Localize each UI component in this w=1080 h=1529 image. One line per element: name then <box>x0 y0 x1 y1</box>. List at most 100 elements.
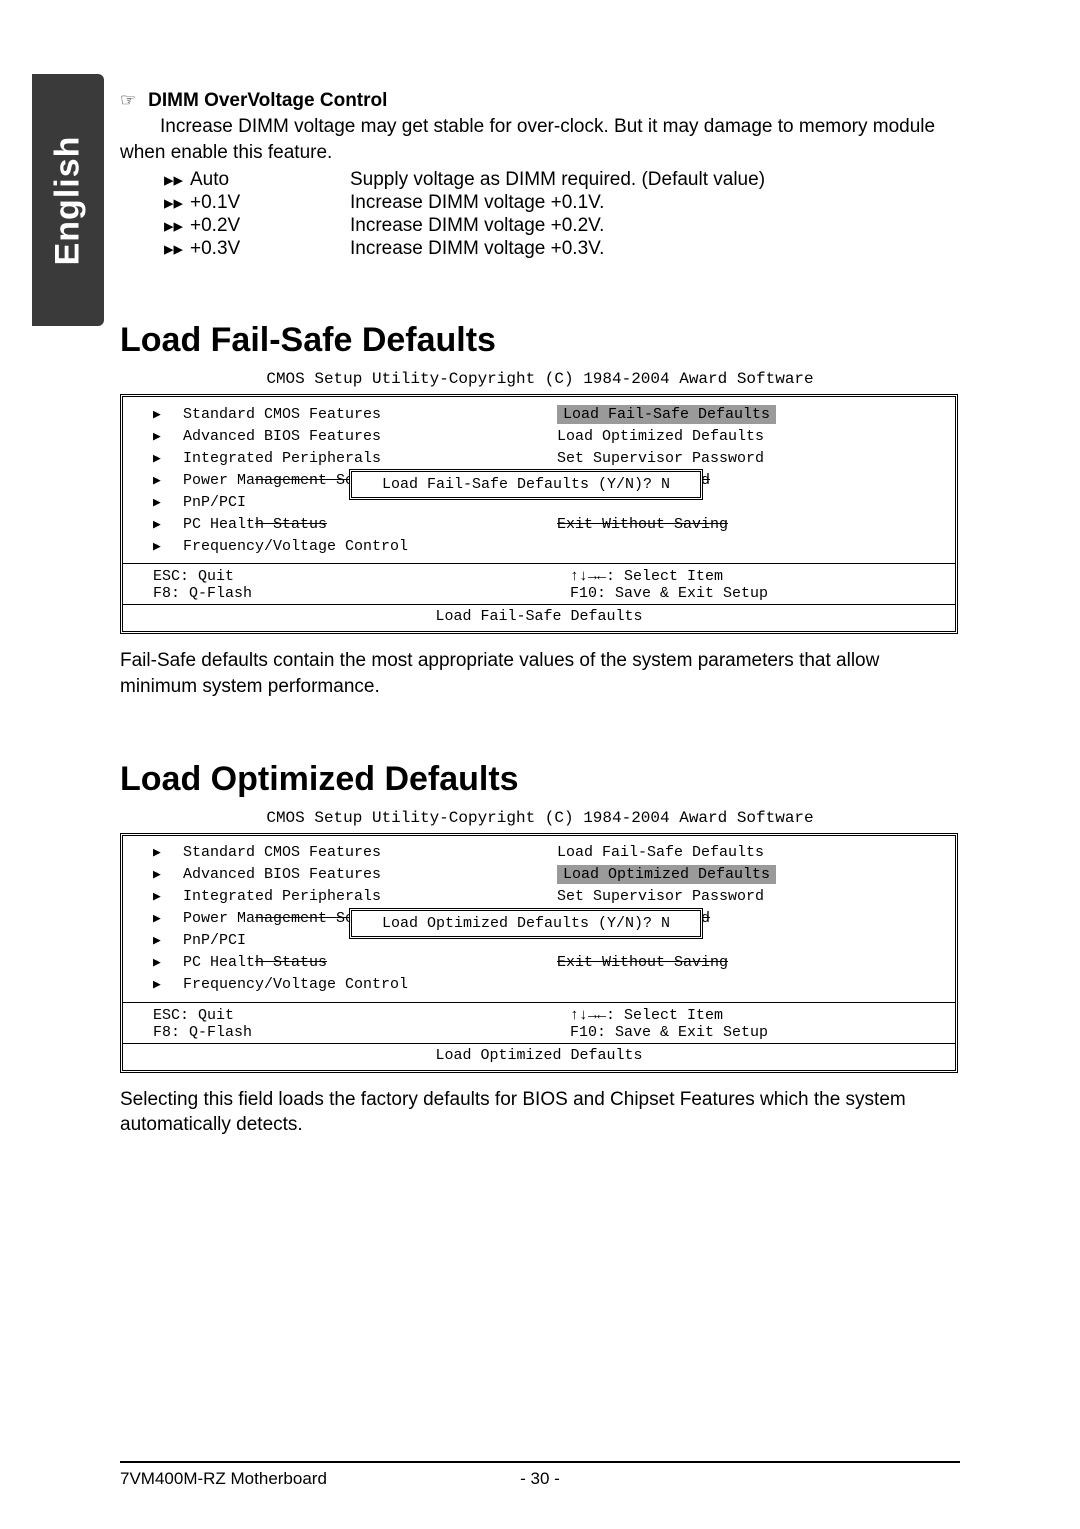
bios-key-arrows: ↑↓→←: Select Item <box>570 1007 955 1024</box>
triangle-icon: ▶ <box>153 517 183 532</box>
option-key: +0.3V <box>190 238 350 261</box>
bios-help-1: Load Fail-Safe Defaults <box>123 605 955 631</box>
dialog-text: Load Optimized Defaults (Y/N)? N <box>382 915 670 932</box>
bios-item[interactable]: ▶Integrated Peripherals <box>153 886 539 908</box>
section1-body: Fail-Safe defaults contain the most appr… <box>120 648 960 699</box>
bios-item[interactable]: ▶Frequency/Voltage Control <box>153 535 539 557</box>
bios-item[interactable]: ▶Advanced BIOS Features <box>153 864 539 886</box>
bios-key-f8: F8: Q-Flash <box>153 1024 570 1041</box>
bios-item[interactable]: Load Fail-Safe Defaults <box>557 842 955 864</box>
bios-key-arrows: ↑↓→←: Select Item <box>570 568 955 585</box>
bios-item[interactable]: Set Supervisor Password <box>557 886 955 908</box>
language-label: English <box>49 135 88 265</box>
dimm-heading: ☞ DIMM OverVoltage Control <box>120 90 960 112</box>
bios-item-label: Load Fail-Safe Defaults <box>557 844 764 861</box>
option-key: +0.1V <box>190 192 350 215</box>
triangle-icon: ▶ <box>153 451 183 466</box>
bios-help-2: Load Optimized Defaults <box>123 1044 955 1070</box>
triangle-icon: ▶ <box>153 867 183 882</box>
option-marker-icon: ▸▸ <box>164 192 190 215</box>
footer-right <box>580 1469 960 1489</box>
dialog-text: Load Fail-Safe Defaults (Y/N)? N <box>382 476 670 493</box>
bios-item[interactable]: Exit Without Saving <box>557 513 955 535</box>
bios-item-label: Standard CMOS Features <box>183 844 381 861</box>
triangle-icon: ▶ <box>153 889 183 904</box>
bios-item[interactable]: Exit Without Saving <box>557 952 955 974</box>
triangle-icon: ▶ <box>153 473 183 488</box>
dimm-para1: Increase DIMM voltage may get stable for… <box>120 114 960 140</box>
bios-item-label: Exit Without Saving <box>557 954 728 971</box>
bios-item-label: Frequency/Voltage Control <box>183 976 408 993</box>
bios-screen-2: ▶Standard CMOS Features ▶Advanced BIOS F… <box>120 833 958 1073</box>
bios-key-col: ESC: Quit F8: Q-Flash <box>153 568 570 602</box>
triangle-icon: ▶ <box>153 495 183 510</box>
bios-footer-keys: ESC: Quit F8: Q-Flash ↑↓→←: Select Item … <box>123 1003 955 1044</box>
triangle-icon: ▶ <box>153 429 183 444</box>
option-marker-icon: ▸▸ <box>164 169 190 192</box>
content-area: ☞ DIMM OverVoltage Control Increase DIMM… <box>120 90 960 1138</box>
triangle-icon: ▶ <box>153 977 183 992</box>
bios-item-label: PnP/PCI <box>183 932 246 949</box>
section2-body: Selecting this field loads the factory d… <box>120 1087 960 1138</box>
bios-item-label: Standard CMOS Features <box>183 406 381 423</box>
bios-item-label: PnP/PCI <box>183 494 246 511</box>
triangle-icon: ▶ <box>153 955 183 970</box>
dimm-para2: when enable this feature. <box>120 140 960 166</box>
bios-item[interactable]: ▶PC Health Status <box>153 952 539 974</box>
triangle-icon: ▶ <box>153 911 183 926</box>
cmos-title-1: CMOS Setup Utility-Copyright (C) 1984-20… <box>120 370 960 388</box>
option-key: +0.2V <box>190 215 350 238</box>
triangle-icon: ▶ <box>153 933 183 948</box>
option-row: ▸▸ Auto Supply voltage as DIMM required.… <box>164 169 960 192</box>
footer-page-number: - 30 - <box>500 1469 580 1489</box>
bios-item-label: PC Health Status <box>183 516 327 533</box>
bios-item-label: Integrated Peripherals <box>183 450 381 467</box>
bios-item[interactable]: Load Optimized Defaults <box>557 425 955 447</box>
pointer-icon: ☞ <box>120 90 136 111</box>
bios-item[interactable]: ▶PC Health Status <box>153 513 539 535</box>
triangle-icon: ▶ <box>153 407 183 422</box>
option-key: Auto <box>190 169 350 192</box>
bios-item-label: Frequency/Voltage Control <box>183 538 408 555</box>
bios-item-label: Advanced BIOS Features <box>183 866 381 883</box>
bios-item[interactable]: Load Optimized Defaults <box>557 864 955 886</box>
bios-key-f10: F10: Save & Exit Setup <box>570 1024 955 1041</box>
bios-screen-1: ▶Standard CMOS Features ▶Advanced BIOS F… <box>120 394 958 634</box>
triangle-icon: ▶ <box>153 845 183 860</box>
bios-item[interactable]: ▶Integrated Peripherals <box>153 447 539 469</box>
bios-item-label: Integrated Peripherals <box>183 888 381 905</box>
bios-dialog-1[interactable]: Load Fail-Safe Defaults (Y/N)? N <box>349 469 703 500</box>
option-desc: Increase DIMM voltage +0.2V. <box>350 215 960 238</box>
bios-key-esc: ESC: Quit <box>153 1007 570 1024</box>
option-row: ▸▸ +0.1V Increase DIMM voltage +0.1V. <box>164 192 960 215</box>
bios-item[interactable]: ▶Advanced BIOS Features <box>153 425 539 447</box>
bios-item[interactable]: Set Supervisor Password <box>557 447 955 469</box>
footer-left: 7VM400M-RZ Motherboard <box>120 1469 500 1489</box>
bios-item[interactable]: Load Fail-Safe Defaults <box>557 403 955 425</box>
bios-key-f8: F8: Q-Flash <box>153 585 570 602</box>
bios-item-label: Set Supervisor Password <box>557 450 764 467</box>
bios-item-highlight: Load Optimized Defaults <box>557 865 776 884</box>
option-row: ▸▸ +0.2V Increase DIMM voltage +0.2V. <box>164 215 960 238</box>
bios-item[interactable]: ▶Frequency/Voltage Control <box>153 974 539 996</box>
option-marker-icon: ▸▸ <box>164 215 190 238</box>
section2-heading: Load Optimized Defaults <box>120 760 960 799</box>
bios-item-label: Advanced BIOS Features <box>183 428 381 445</box>
bios-key-col: ↑↓→←: Select Item F10: Save & Exit Setup <box>570 1007 955 1041</box>
bios-item[interactable]: ▶Standard CMOS Features <box>153 842 539 864</box>
page-footer: 7VM400M-RZ Motherboard - 30 - <box>120 1461 960 1489</box>
bios-dialog-2[interactable]: Load Optimized Defaults (Y/N)? N <box>349 908 703 939</box>
bios-item[interactable]: ▶Standard CMOS Features <box>153 403 539 425</box>
bios-item-label: Exit Without Saving <box>557 516 728 533</box>
bios-item-highlight: Load Fail-Safe Defaults <box>557 405 776 424</box>
cmos-title-2: CMOS Setup Utility-Copyright (C) 1984-20… <box>120 809 960 827</box>
dimm-title: DIMM OverVoltage Control <box>148 90 387 112</box>
option-desc: Supply voltage as DIMM required. (Defaul… <box>350 169 960 192</box>
bios-key-esc: ESC: Quit <box>153 568 570 585</box>
bios-item-label: PC Health Status <box>183 954 327 971</box>
bios-footer-keys: ESC: Quit F8: Q-Flash ↑↓→←: Select Item … <box>123 564 955 605</box>
dimm-options: ▸▸ Auto Supply voltage as DIMM required.… <box>164 169 960 261</box>
option-row: ▸▸ +0.3V Increase DIMM voltage +0.3V. <box>164 238 960 261</box>
option-desc: Increase DIMM voltage +0.3V. <box>350 238 960 261</box>
language-tab: English <box>32 74 104 326</box>
